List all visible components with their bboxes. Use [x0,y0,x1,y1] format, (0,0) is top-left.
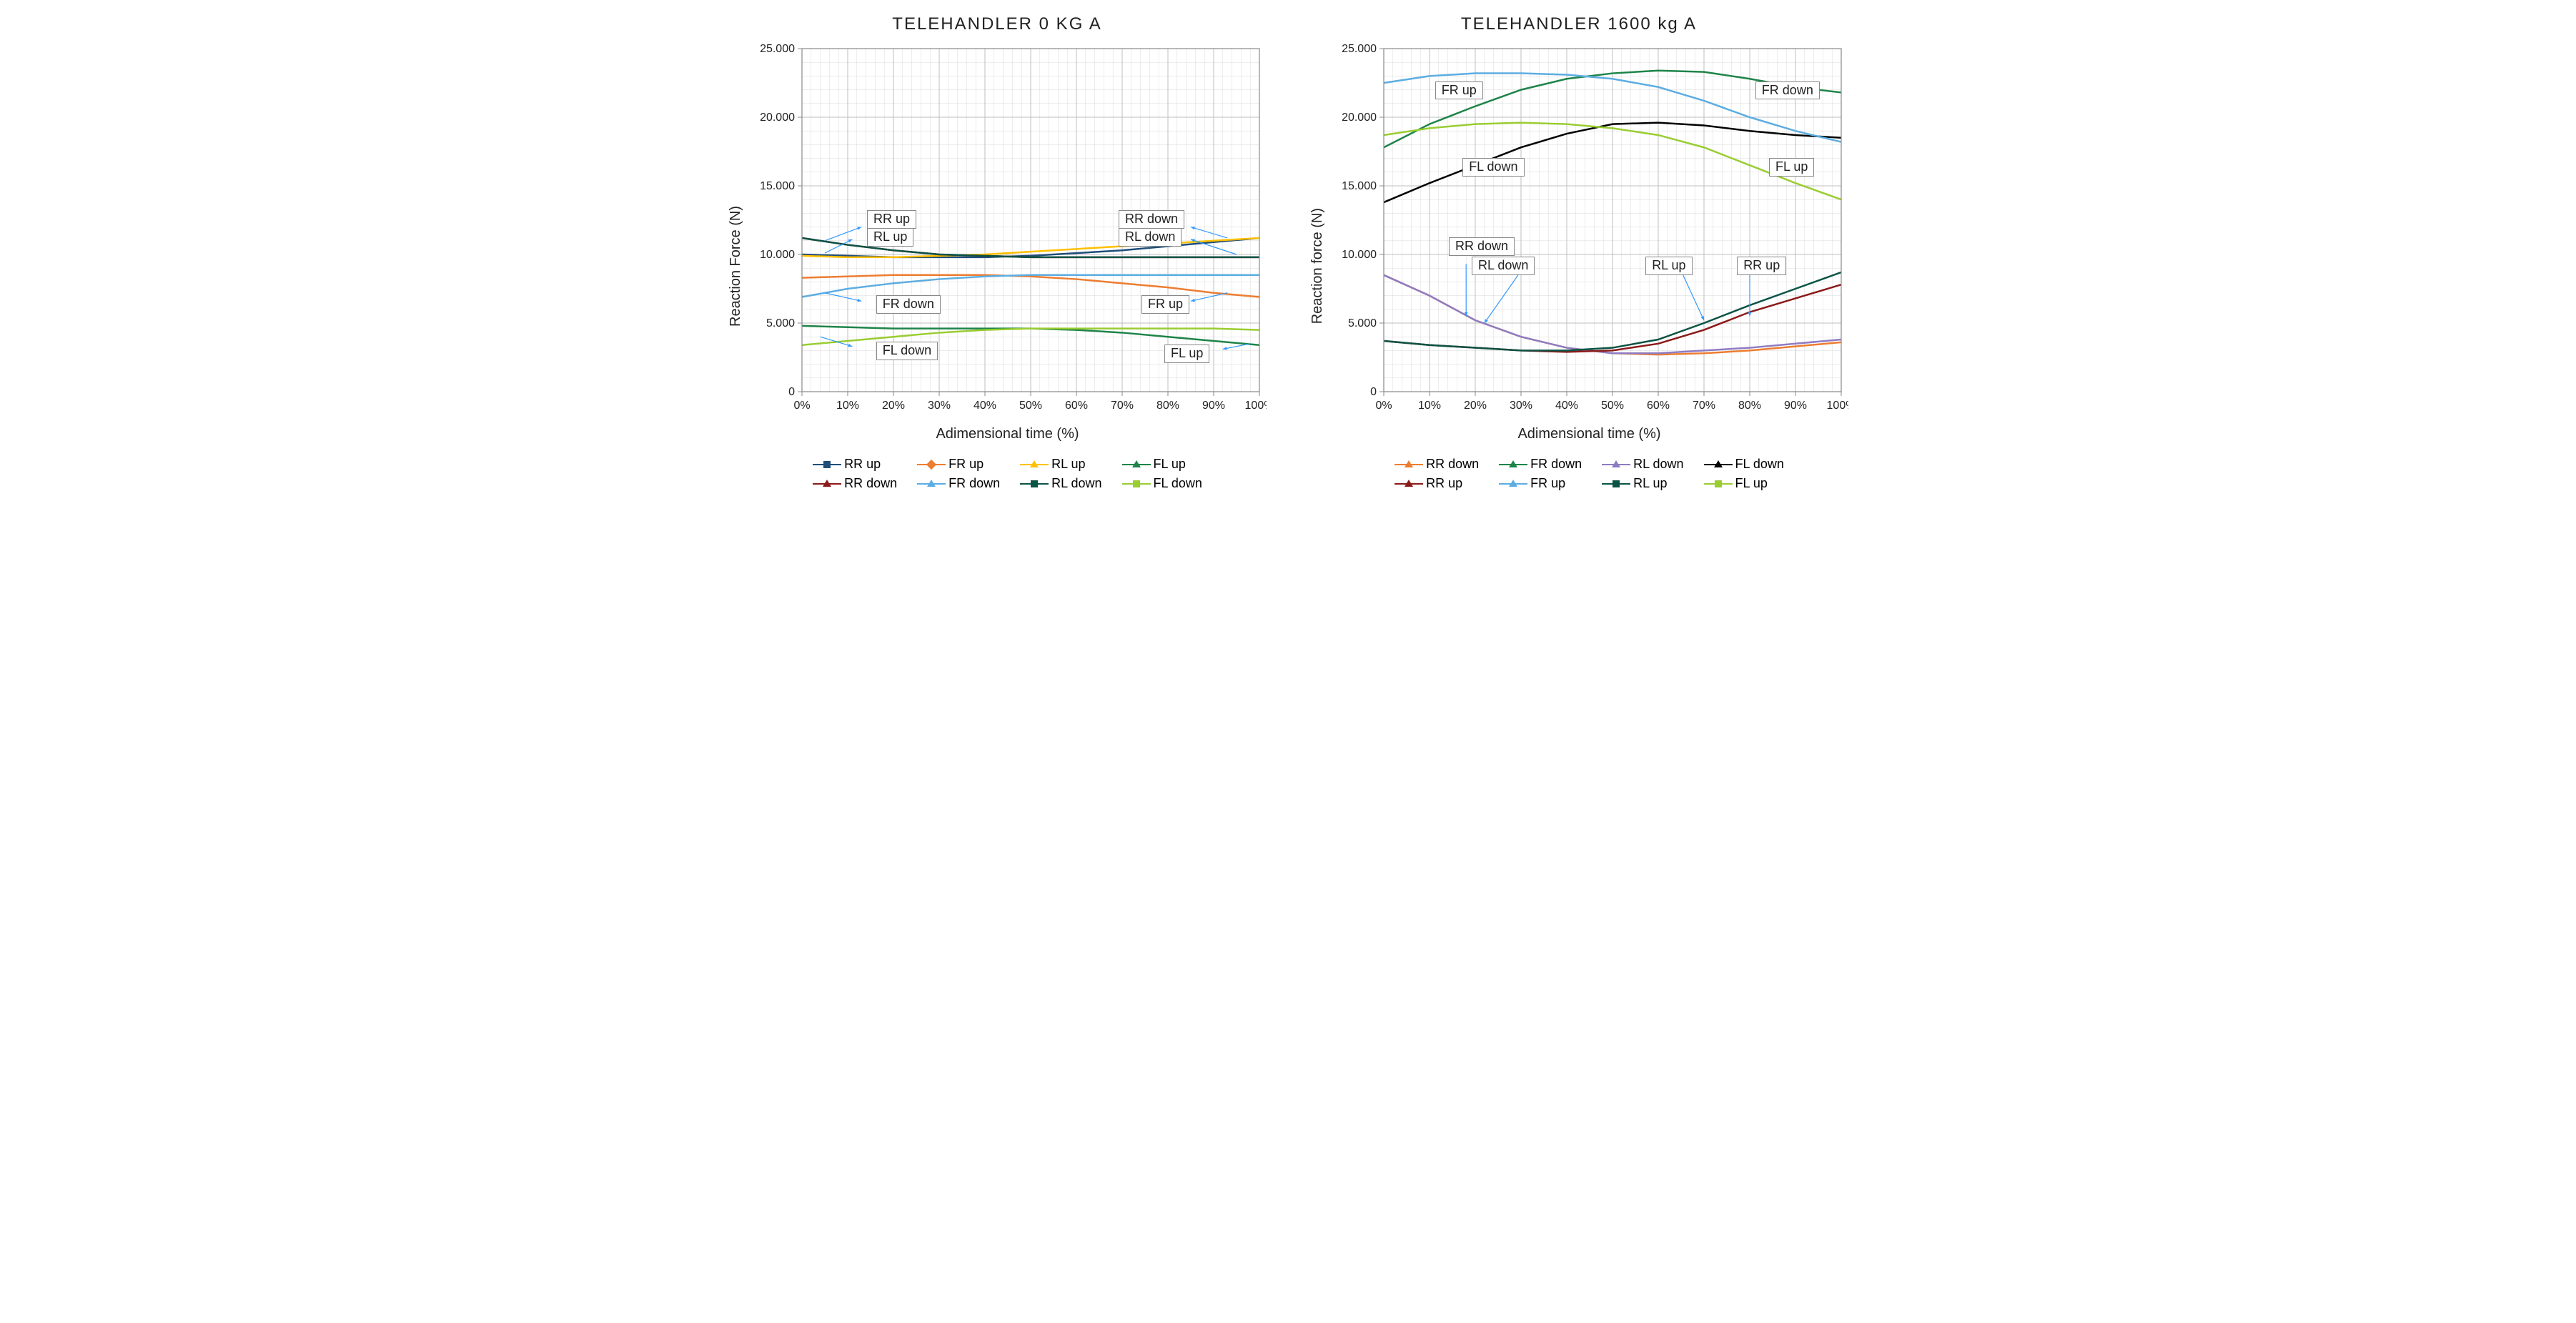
legend-item: FL up [1122,457,1202,472]
legend-label: FR down [948,476,1000,491]
legend-item: RL up [1020,457,1101,472]
annotation-label: RR down [1449,237,1515,256]
svg-text:70%: 70% [1693,400,1715,412]
svg-text:50%: 50% [1601,400,1624,412]
svg-text:0: 0 [1370,386,1377,398]
annotation-label: FR up [1141,295,1189,314]
svg-text:15.000: 15.000 [1342,180,1377,192]
svg-text:10%: 10% [836,400,859,412]
annotation-label: FR down [1755,81,1820,100]
annotation-label: RR up [1737,257,1786,275]
x-axis-label: Adimensional time (%) [936,426,1079,442]
svg-text:40%: 40% [1555,400,1578,412]
chart-panel-right: TELEHANDLER 1600 kg A Reaction force (N) 0… [1309,14,1848,491]
annotation-label: FL up [1769,158,1814,177]
svg-text:20.000: 20.000 [1342,112,1377,124]
svg-text:30%: 30% [1510,400,1532,412]
legend-label: RR down [844,476,897,491]
svg-text:60%: 60% [1647,400,1670,412]
annotation-label: RL down [1119,228,1182,247]
annotation-label: RL up [867,228,913,247]
legend-label: RL up [1633,476,1667,491]
svg-text:70%: 70% [1111,400,1134,412]
legend-label: FL up [1735,476,1768,491]
annotation-label: RL up [1645,257,1692,275]
legend-item: FR up [1499,476,1582,491]
svg-text:100%: 100% [1245,400,1267,412]
legend-label: RR up [844,457,881,472]
svg-text:60%: 60% [1065,400,1088,412]
svg-text:100%: 100% [1827,400,1848,412]
annotation-label: RR up [867,210,916,229]
legend-label: RR up [1426,476,1462,491]
chart-svg: 0% 10% 20% 30% 40% 50% 60% 70% 80% 90% 100% 0 5.000 1… [748,41,1267,420]
legend-label: FR up [948,457,984,472]
svg-text:20%: 20% [882,400,905,412]
legend-label: FL down [1735,457,1784,472]
svg-text:20.000: 20.000 [760,112,795,124]
legend-label: RL down [1051,476,1101,491]
annotation-label: FL up [1164,345,1209,363]
svg-text:10.000: 10.000 [760,249,795,261]
legend-item: RR up [1394,476,1479,491]
y-axis-label: Reaction force (N) [1309,208,1326,324]
svg-text:40%: 40% [974,400,996,412]
svg-text:25.000: 25.000 [760,43,795,55]
y-axis-label: Reaction Force (N) [728,206,744,327]
svg-text:5.000: 5.000 [1348,317,1377,329]
annotation-label: RL down [1472,257,1535,275]
svg-text:50%: 50% [1019,400,1042,412]
svg-text:0%: 0% [1375,400,1392,412]
legend-item: RL down [1020,476,1101,491]
legend: RR up FR up RL up FL up RR down FR down RL dow… [813,457,1202,491]
legend-item: FR down [1499,457,1582,472]
svg-text:0%: 0% [793,400,810,412]
legend-label: FR down [1530,457,1582,472]
chart-panel-left: TELEHANDLER 0 KG A Reaction Force (N) 0% 10… [728,14,1267,491]
svg-text:80%: 80% [1738,400,1761,412]
annotation-label: FR down [876,295,941,314]
svg-text:5.000: 5.000 [766,317,795,329]
svg-text:90%: 90% [1202,400,1225,412]
svg-text:30%: 30% [928,400,951,412]
legend-label: FL down [1154,476,1202,491]
legend-label: RL down [1633,457,1683,472]
legend-label: FR up [1530,476,1565,491]
legend-label: FL up [1154,457,1186,472]
x-axis-label: Adimensional time (%) [1517,426,1660,442]
legend-label: RR down [1426,457,1479,472]
chart-title: TELEHANDLER 0 KG A [892,14,1101,34]
legend-item: FL down [1704,457,1784,472]
svg-text:10%: 10% [1418,400,1441,412]
legend-item: FL down [1122,476,1202,491]
svg-text:20%: 20% [1464,400,1487,412]
legend-label: RL up [1051,457,1085,472]
legend-item: FL up [1704,476,1784,491]
svg-text:80%: 80% [1156,400,1179,412]
svg-text:10.000: 10.000 [1342,249,1377,261]
svg-text:15.000: 15.000 [760,180,795,192]
legend-item: RL down [1602,457,1683,472]
svg-text:0: 0 [788,386,795,398]
annotation-label: RR down [1119,210,1184,229]
legend-item: RR down [1394,457,1479,472]
legend-item: RR down [813,476,897,491]
annotation-label: FL down [876,342,938,360]
annotation-label: FR up [1435,81,1483,100]
legend-item: RL up [1602,476,1683,491]
chart-title: TELEHANDLER 1600 kg A [1461,14,1697,34]
annotation-label: FL down [1462,158,1524,177]
svg-text:25.000: 25.000 [1342,43,1377,55]
legend-item: FR up [917,457,1000,472]
legend-item: RR up [813,457,897,472]
legend: RR down FR down RL down FL down RR up FR up RL… [1394,457,1784,491]
svg-text:90%: 90% [1784,400,1807,412]
legend-item: FR down [917,476,1000,491]
